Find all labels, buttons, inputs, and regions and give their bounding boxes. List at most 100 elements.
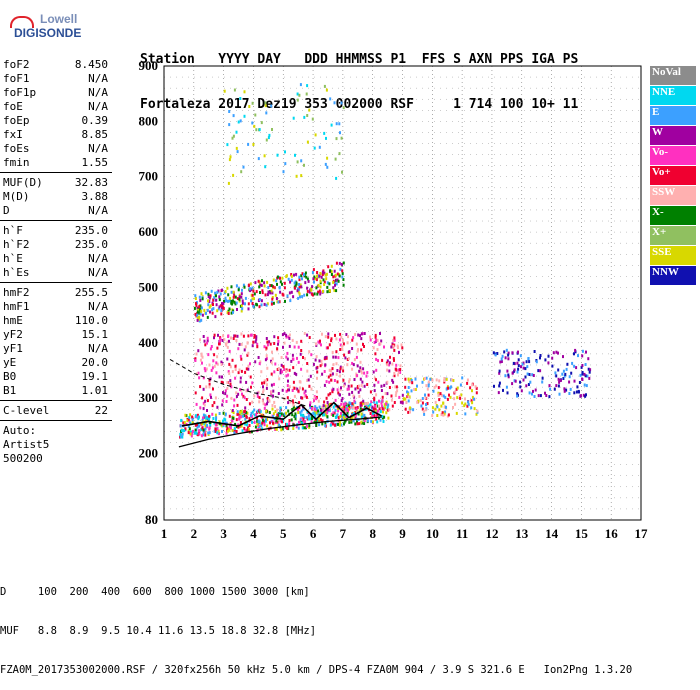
echo-point [376, 413, 379, 417]
echo-point [221, 288, 224, 292]
echo-point [206, 399, 209, 403]
echo-point [358, 369, 361, 373]
echo-point [351, 416, 354, 420]
header-labels: Station YYYY DAY DDD HHMMSS P1 FFS S AXN… [140, 52, 579, 67]
echo-point [317, 283, 320, 287]
param-value: 15.1 [81, 328, 109, 341]
echo-point [311, 271, 314, 274]
echo-point [274, 421, 277, 425]
echo-point [499, 360, 502, 364]
echo-point [270, 289, 273, 293]
param-row: h`F2 235.0 [0, 238, 112, 252]
echo-point [337, 416, 340, 420]
echo-point [420, 404, 423, 408]
echo-point [261, 399, 264, 403]
echo-point [288, 291, 291, 295]
echo-point [332, 355, 335, 359]
echo-point [252, 289, 255, 293]
echo-point [327, 404, 330, 408]
echo-point [183, 429, 185, 433]
echo-point [289, 400, 292, 404]
echo-point [217, 429, 220, 433]
echo-point [379, 332, 381, 335]
x-tick-label: 10 [426, 526, 439, 541]
echo-point [232, 299, 234, 303]
param-label: h`Es [3, 266, 30, 279]
echo-point [300, 285, 303, 289]
echo-point [195, 372, 198, 376]
echo-point [334, 283, 336, 287]
echo-point [300, 274, 303, 278]
echo-point [437, 386, 440, 390]
echo-point [245, 367, 248, 371]
param-row: h`E N/A [0, 252, 112, 266]
echo-point [281, 333, 284, 337]
echo-point [544, 358, 547, 362]
echo-point [205, 367, 208, 371]
echo-point [526, 372, 529, 376]
echo-point [323, 383, 326, 387]
echo-point [507, 375, 510, 379]
echo-point [232, 416, 235, 420]
echo-point [325, 396, 328, 400]
echo-point [279, 406, 282, 410]
echo-point [179, 435, 182, 439]
echo-point [356, 374, 359, 378]
echo-point [304, 271, 307, 275]
echo-point [326, 285, 329, 289]
echo-point [236, 410, 239, 414]
echo-point [250, 333, 252, 337]
echo-point [265, 346, 268, 350]
y-tick-label: 80 [145, 512, 158, 527]
echo-point [218, 412, 221, 415]
param-value: 8.450 [74, 58, 108, 71]
echo-point [319, 285, 322, 289]
x-tick-label: 3 [220, 526, 227, 541]
echo-point [307, 414, 310, 418]
echo-point [537, 394, 540, 398]
echo-point [555, 384, 558, 388]
echo-point [397, 373, 399, 377]
echo-point [519, 385, 522, 389]
echo-point [455, 387, 458, 391]
echo-point [325, 380, 328, 384]
echo-point [341, 275, 344, 279]
echo-point [302, 356, 304, 359]
echo-point [332, 286, 335, 290]
param-divider [0, 282, 112, 283]
echo-point [192, 429, 194, 433]
echo-point [206, 315, 209, 319]
echo-point [432, 410, 435, 414]
echo-point [315, 286, 318, 290]
echo-point [584, 374, 587, 378]
echo-point [288, 337, 291, 340]
echo-point [422, 409, 425, 413]
echo-point [324, 404, 327, 408]
echo-point [394, 385, 397, 389]
echo-point [221, 339, 224, 342]
echo-point [360, 420, 363, 424]
echo-point [321, 422, 324, 426]
echo-point [209, 310, 211, 314]
echo-point [210, 289, 213, 293]
echo-point [196, 306, 199, 310]
echo-point [338, 122, 341, 126]
echo-point [261, 427, 264, 431]
echo-point [201, 396, 204, 400]
echo-point [330, 270, 333, 274]
echo-point [338, 423, 341, 427]
echo-point [302, 419, 305, 423]
echo-point [474, 385, 477, 389]
echo-point [240, 332, 243, 336]
echo-point [198, 315, 201, 319]
echo-point [341, 272, 344, 276]
echo-point [339, 365, 342, 369]
echo-point [373, 396, 376, 400]
param-value: 8.85 [81, 128, 109, 141]
echo-point [339, 374, 342, 378]
echo-point [442, 394, 445, 398]
echo-point [401, 346, 404, 350]
echo-point [354, 422, 357, 426]
echo-point [289, 299, 292, 303]
echo-point [392, 338, 395, 342]
